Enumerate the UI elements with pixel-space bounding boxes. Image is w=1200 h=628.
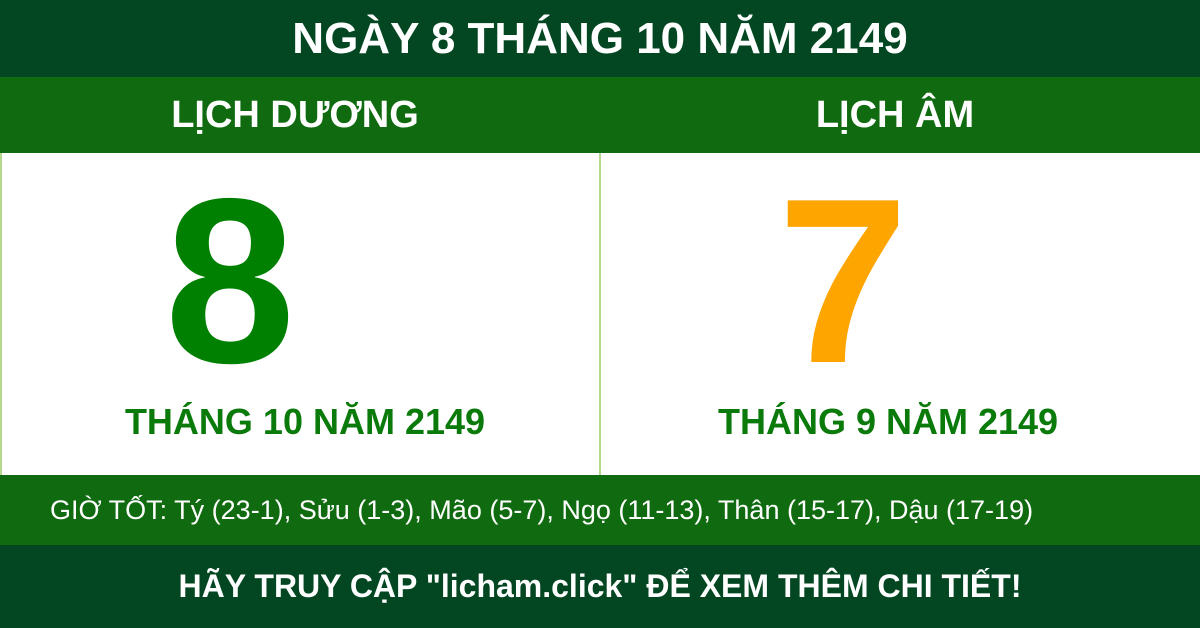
footer-text: HÃY TRUY CẬP "licham.click" ĐỂ XEM THÊM … xyxy=(178,568,1022,604)
lunar-calendar-label: LỊCH ÂM xyxy=(815,93,975,136)
lunar-day: 7 xyxy=(777,149,909,412)
page-title: NGÀY 8 THÁNG 10 NĂM 2149 xyxy=(292,13,908,63)
good-hours-text: GIỜ TỐT: Tý (23-1), Sửu (1-3), Mão (5-7)… xyxy=(50,494,1034,525)
solar-month-year: THÁNG 10 NĂM 2149 xyxy=(124,401,486,442)
solar-day: 8 xyxy=(164,149,296,412)
column-divider xyxy=(599,153,601,475)
page-title-bar: NGÀY 8 THÁNG 10 NĂM 2149 xyxy=(0,0,1200,77)
good-hours-bar: GIỜ TỐT: Tý (23-1), Sửu (1-3), Mão (5-7)… xyxy=(0,475,1200,545)
solar-calendar-label: LỊCH DƯƠNG xyxy=(171,93,419,136)
calendar-body: 8 THÁNG 10 NĂM 2149 7 THÁNG 9 NĂM 2149 xyxy=(0,153,1200,475)
lunar-month-year: THÁNG 9 NĂM 2149 xyxy=(717,401,1059,442)
left-border xyxy=(0,153,2,475)
calendar-labels: LỊCH DƯƠNG LỊCH ÂM xyxy=(0,77,1200,153)
footer-bar: HÃY TRUY CẬP "licham.click" ĐỂ XEM THÊM … xyxy=(0,545,1200,628)
